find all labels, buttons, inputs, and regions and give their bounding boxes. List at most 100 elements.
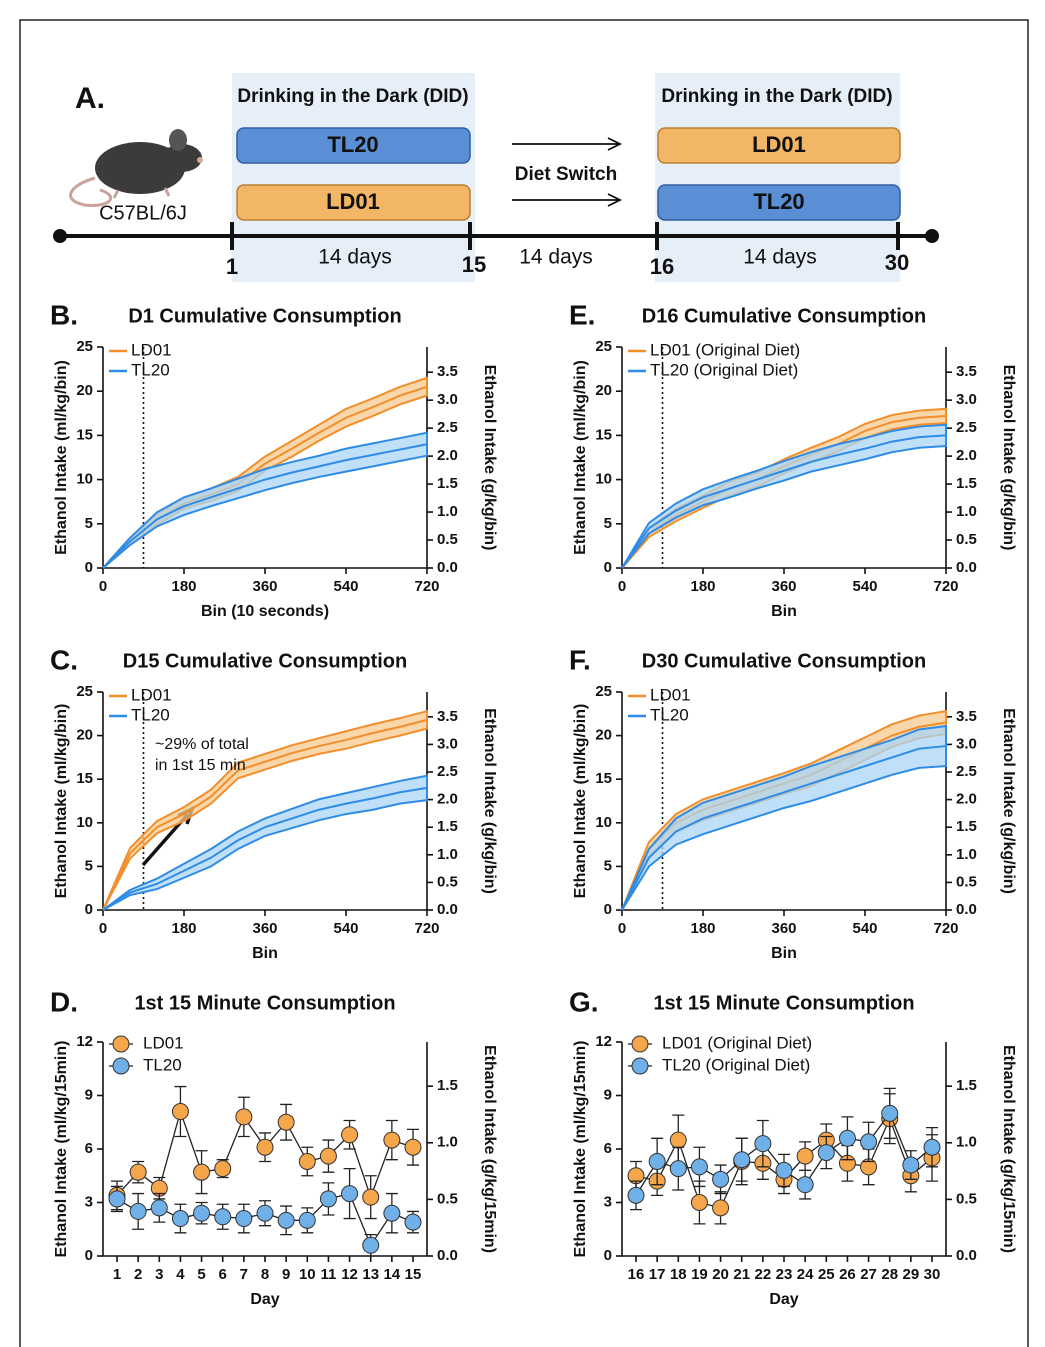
y-tick-label: 0 <box>85 901 93 918</box>
x-tick-label: 21 <box>733 1266 750 1283</box>
x-tick-label: 180 <box>690 578 715 595</box>
marker <box>796 1176 814 1194</box>
y-tick-label: 3 <box>604 1193 612 1210</box>
y-tick-label: 12 <box>595 1033 612 1050</box>
chart: B. D1 Cumulative Consumption Ethanol Intak… <box>50 299 498 620</box>
marker <box>193 1163 211 1181</box>
y-tick-label: 10 <box>595 471 612 488</box>
y2-tick-label: 1.0 <box>437 1134 458 1151</box>
y2-tick-label: 3.0 <box>956 391 977 408</box>
y2-tick-label: 2.0 <box>956 447 977 464</box>
panel-letter: C. <box>50 644 78 675</box>
y2-tick-label: 0.0 <box>437 1247 458 1264</box>
x-tick-label: 720 <box>414 920 439 937</box>
marker <box>214 1160 232 1178</box>
y2-axis-label: Ethanol Intake (g/kg/bin) <box>481 365 498 551</box>
y-tick-label: 25 <box>76 683 93 700</box>
x-tick-label: 22 <box>755 1266 772 1283</box>
marker <box>383 1204 401 1222</box>
x-tick-label: 720 <box>414 578 439 595</box>
mean-line <box>102 786 428 911</box>
x-tick-label: 360 <box>771 920 796 937</box>
phase-title: Drinking in the Dark (DID) <box>237 86 468 107</box>
x-tick-label: 180 <box>171 920 196 937</box>
panel-letter: D. <box>50 986 78 1017</box>
x-tick-label: 23 <box>776 1266 793 1283</box>
marker <box>341 1185 359 1203</box>
strain-label: C57BL/6J <box>99 202 187 224</box>
y-tick-label: 10 <box>595 814 612 831</box>
marker <box>319 1190 337 1208</box>
y-axis-label: Ethanol Intake (ml/kg/bin) <box>53 704 70 899</box>
marker <box>362 1236 380 1254</box>
marker <box>235 1210 253 1228</box>
annotation: in 1st 15 min <box>155 757 246 774</box>
marker <box>690 1194 708 1211</box>
legend-label: TL20 <box>143 1055 182 1074</box>
x-tick-label: 4 <box>176 1266 185 1283</box>
chart-title: 1st 15 Minute Consumption <box>134 992 395 1014</box>
panel-letter: F. <box>569 644 591 675</box>
mean-line <box>621 434 947 569</box>
y-tick-label: 0 <box>85 1247 93 1264</box>
x-axis-label: Bin <box>771 603 797 620</box>
y2-tick-label: 3.0 <box>437 391 458 408</box>
y-tick-label: 6 <box>604 1140 612 1157</box>
phase-title: Drinking in the Dark (DID) <box>661 86 892 107</box>
y-axis-label: Ethanol Intake (ml/kg/bin) <box>53 360 70 555</box>
marker <box>902 1156 920 1174</box>
chart: C. D15 Cumulative Consumption Ethanol Inta… <box>50 644 498 962</box>
x-tick-label: 540 <box>852 920 877 937</box>
legend-label: LD01 <box>650 685 691 704</box>
x-tick-label: 0 <box>618 920 626 937</box>
chart-title: D1 Cumulative Consumption <box>128 305 401 327</box>
x-tick-label: 25 <box>818 1266 835 1283</box>
annotation: ~29% of total <box>155 736 249 753</box>
day-label: 30 <box>885 250 909 275</box>
y2-tick-label: 0.5 <box>956 873 977 890</box>
y2-tick-label: 0.5 <box>437 873 458 890</box>
y2-tick-label: 1.0 <box>956 846 977 863</box>
legend-label: LD01 <box>131 340 172 359</box>
y-tick-label: 20 <box>76 382 93 399</box>
marker <box>669 1160 687 1178</box>
y-tick-label: 9 <box>604 1086 612 1103</box>
x-tick-label: 20 <box>712 1266 729 1283</box>
chart: G. 1st 15 Minute Consumption Ethanol Intak… <box>569 986 1017 1308</box>
marker <box>881 1104 899 1122</box>
marker <box>648 1152 666 1170</box>
marker <box>214 1208 232 1226</box>
marker <box>712 1170 730 1188</box>
y2-tick-label: 2.0 <box>956 791 977 808</box>
y-tick-label: 20 <box>595 382 612 399</box>
y2-axis-label: Ethanol Intake (g/kg/15min) <box>1000 1045 1017 1253</box>
y-tick-label: 0 <box>85 559 93 576</box>
x-tick-label: 10 <box>299 1266 316 1283</box>
phase-box <box>232 73 475 282</box>
marker <box>319 1147 337 1165</box>
y2-tick-label: 3.5 <box>956 708 977 725</box>
y2-tick-label: 2.0 <box>437 791 458 808</box>
x-tick-label: 24 <box>797 1266 814 1283</box>
x-tick-label: 5 <box>197 1266 205 1283</box>
marker <box>690 1158 708 1176</box>
marker <box>796 1147 814 1165</box>
x-tick-label: 3 <box>155 1266 163 1283</box>
y-axis-label: Ethanol Intake (ml/kg/bin) <box>572 360 589 555</box>
marker <box>193 1204 211 1222</box>
x-tick-label: 180 <box>690 920 715 937</box>
sem-band <box>621 724 947 911</box>
y2-tick-label: 2.0 <box>437 447 458 464</box>
x-axis-label: Bin <box>252 945 278 962</box>
marker <box>733 1151 751 1169</box>
x-tick-label: 720 <box>933 920 958 937</box>
marker <box>129 1202 147 1220</box>
chart-title: D15 Cumulative Consumption <box>123 650 407 672</box>
chart-title: D30 Cumulative Consumption <box>642 650 926 672</box>
legend-label: TL20 (Original Diet) <box>650 360 798 379</box>
y-axis-label: Ethanol Intake (ml/kg/15min) <box>572 1041 589 1258</box>
y-tick-label: 0 <box>604 901 612 918</box>
panel-letter: A. <box>75 82 105 115</box>
x-tick-label: 9 <box>282 1266 290 1283</box>
x-tick-label: 0 <box>99 920 107 937</box>
